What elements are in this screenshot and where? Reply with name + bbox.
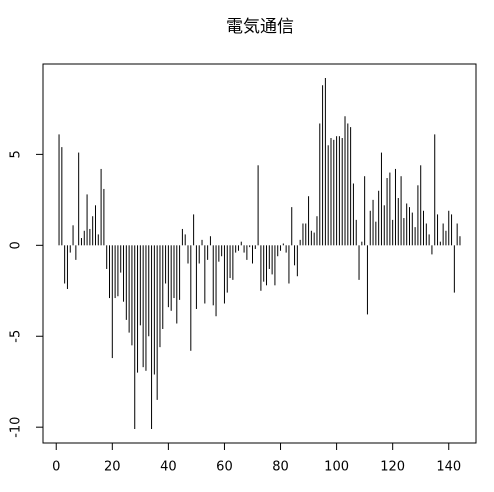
y-tick-label: -10 xyxy=(9,417,24,438)
x-tick-label: 100 xyxy=(324,460,349,475)
x-tick-label: 140 xyxy=(436,460,461,475)
chart-title: 電気通信 xyxy=(226,17,294,37)
x-tick-label: 120 xyxy=(380,460,405,475)
x-tick-label: 40 xyxy=(160,460,177,475)
x-tick-label: 0 xyxy=(52,460,60,475)
y-tick-label: -5 xyxy=(9,330,24,343)
x-tick-label: 60 xyxy=(216,460,233,475)
y-tick-label: 5 xyxy=(9,150,24,158)
x-tick-label: 80 xyxy=(272,460,289,475)
x-tick-label: 20 xyxy=(104,460,121,475)
y-tick-label: 0 xyxy=(9,241,24,249)
plot-frame xyxy=(42,63,477,444)
